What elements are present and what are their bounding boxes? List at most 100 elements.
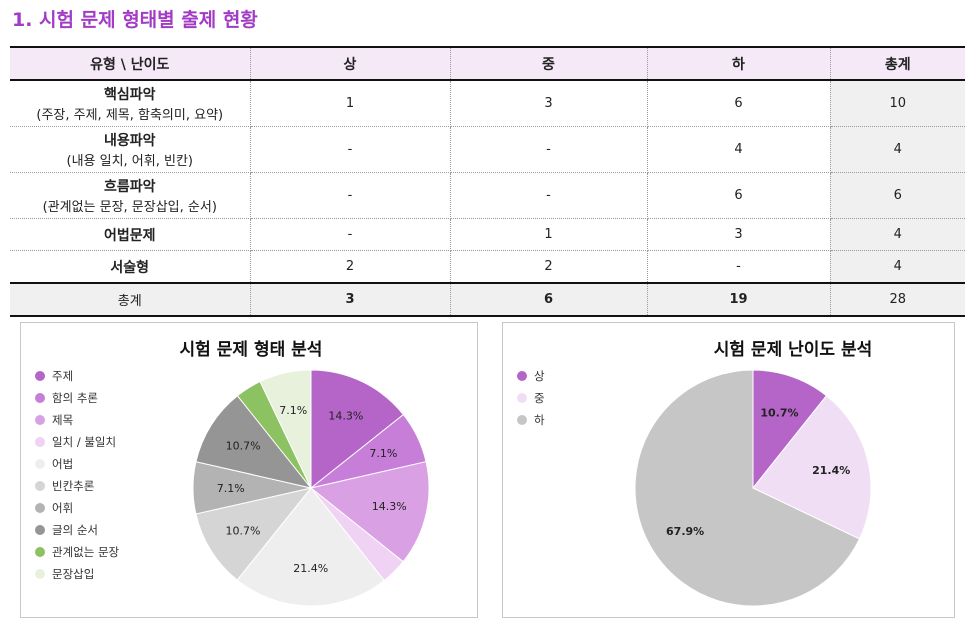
row-subtitle: (주장, 주제, 제목, 함축의미, 요약)	[36, 108, 224, 123]
cell-total: 6	[830, 172, 965, 219]
cell-total: 4	[830, 250, 965, 284]
legend-label: 일치 / 불일치	[52, 435, 117, 449]
difficulty-pie-chart: 10.7% 21.4% 67.9%	[634, 369, 872, 607]
pie-data-label: 10.7%	[760, 406, 798, 419]
legend-label: 중	[534, 391, 545, 405]
row-subtitle: (관계없는 문장, 문장삽입, 순서)	[42, 200, 217, 215]
total-label: 총계	[10, 282, 251, 317]
row-label: 어법문제	[10, 218, 251, 251]
exam-stats-table: 유형 \ 난이도 상 중 하 총계 핵심파악 (주장, 주제, 제목, 함축의미…	[10, 46, 965, 317]
table-header-row: 유형 \ 난이도 상 중 하 총계	[10, 46, 965, 81]
total-total: 28	[830, 282, 965, 317]
table-total-row: 총계 3 6 19 28	[10, 282, 965, 317]
row-label: 흐름파악 (관계없는 문장, 문장삽입, 순서)	[10, 172, 251, 219]
legend-swatch	[517, 393, 527, 403]
legend-swatch	[35, 437, 45, 447]
legend-swatch	[35, 481, 45, 491]
header-mid: 중	[450, 46, 648, 81]
total-mid: 6	[450, 282, 648, 317]
cell-low: -	[647, 250, 831, 284]
pie-slice	[195, 487, 313, 581]
legend-item: 제목	[35, 409, 119, 431]
cell-mid: 1	[450, 218, 648, 251]
legend-swatch	[517, 371, 527, 381]
pie-slice	[236, 487, 385, 607]
legend-item: 상	[517, 365, 545, 387]
row-name: 서술형	[110, 259, 150, 276]
cell-total: 10	[830, 80, 965, 127]
legend-swatch	[35, 393, 45, 403]
type-pie-chart: 14.3% 7.1% 14.3% 21.4% 10.7% 7.1% 10.7% 7.1%	[192, 369, 430, 607]
pie-data-label: 67.9%	[666, 525, 704, 538]
row-name: 내용파악	[103, 133, 156, 149]
pie-data-label: 10.7%	[226, 439, 261, 452]
legend-label: 어법	[52, 457, 74, 471]
legend-label: 어휘	[52, 501, 74, 515]
legend-item: 함의 추론	[35, 387, 119, 409]
pie-data-label: 7.1%	[369, 447, 397, 460]
row-name: 흐름파악	[103, 179, 156, 195]
pie-data-label: 7.1%	[279, 404, 307, 417]
total-low: 19	[647, 282, 831, 317]
chart-title: 시험 문제 난이도 분석	[713, 340, 873, 360]
legend-swatch	[35, 459, 45, 469]
row-label: 내용파악 (내용 일치, 어휘, 빈칸)	[10, 126, 251, 173]
pie-slice	[195, 395, 313, 489]
pie-slice	[752, 369, 828, 490]
legend-item: 주제	[35, 365, 119, 387]
legend-swatch	[35, 503, 45, 513]
page-title: 1. 시험 문제 형태별 출제 현황	[12, 9, 258, 31]
pie-data-label: 7.1%	[217, 482, 245, 495]
cell-total: 4	[830, 126, 965, 173]
row-name: 핵심파악	[103, 87, 156, 103]
legend-label: 주제	[52, 369, 74, 383]
total-high: 3	[250, 282, 451, 317]
header-low: 하	[647, 46, 831, 81]
cell-mid: -	[450, 126, 648, 173]
cell-low: 6	[647, 80, 831, 127]
cell-mid: 2	[450, 250, 648, 284]
legend-item: 문장삽입	[35, 563, 119, 585]
legend-swatch	[35, 415, 45, 425]
legend-item: 일치 / 불일치	[35, 431, 119, 453]
row-label: 서술형	[10, 250, 251, 284]
pie-slice	[259, 369, 312, 489]
cell-high: 1	[250, 80, 451, 127]
legend-swatch	[35, 547, 45, 557]
legend-swatch	[35, 371, 45, 381]
cell-high: -	[250, 126, 451, 173]
cell-total: 4	[830, 218, 965, 251]
pie-slice	[634, 369, 861, 607]
legend-label: 문장삽입	[52, 567, 95, 581]
legend-label: 하	[534, 413, 545, 427]
legend-label: 상	[534, 369, 545, 383]
row-subtitle: (내용 일치, 어휘, 빈칸)	[66, 154, 194, 169]
cell-low: 3	[647, 218, 831, 251]
legend-item: 중	[517, 387, 545, 409]
cell-high: -	[250, 218, 451, 251]
row-label: 핵심파악 (주장, 주제, 제목, 함축의미, 요약)	[10, 80, 251, 127]
legend-item: 글의 순서	[35, 519, 119, 541]
pie-slice	[310, 369, 405, 490]
table-row: 어법문제 - 1 3 4	[10, 218, 965, 251]
header-type-difficulty: 유형 \ 난이도	[10, 46, 251, 81]
legend-swatch	[517, 415, 527, 425]
pie-data-label: 14.3%	[372, 500, 407, 513]
cell-low: 6	[647, 172, 831, 219]
header-high: 상	[250, 46, 451, 81]
header-total: 총계	[830, 46, 965, 81]
pie-data-label: 10.7%	[225, 524, 260, 537]
legend-swatch	[35, 569, 45, 579]
cell-high: -	[250, 172, 451, 219]
cell-low: 4	[647, 126, 831, 173]
legend-item: 빈칸추론	[35, 475, 119, 497]
legend-label: 함의 추론	[52, 391, 98, 405]
table-row: 핵심파악 (주장, 주제, 제목, 함축의미, 요약) 1 3 6 10	[10, 80, 965, 127]
type-chart-legend: 주제 함의 추론 제목 일치 / 불일치 어법 빈칸추론 어휘 글의 순서 관계없는 문장 문장삽…	[35, 365, 119, 585]
pie-slice	[752, 394, 872, 540]
cell-high: 2	[250, 250, 451, 284]
chart-title: 시험 문제 형태 분석	[179, 340, 323, 360]
cell-mid: -	[450, 172, 648, 219]
legend-swatch	[35, 525, 45, 535]
